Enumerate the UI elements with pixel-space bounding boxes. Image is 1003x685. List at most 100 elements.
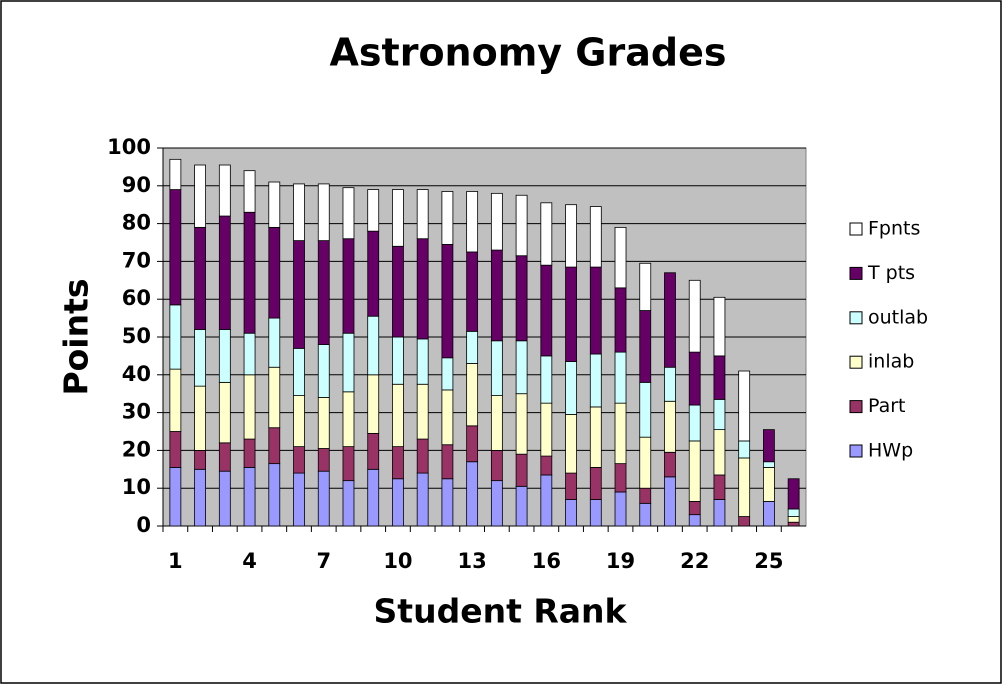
bar-segment <box>293 183 305 242</box>
bar-segment <box>466 251 479 332</box>
bar-segment <box>342 187 355 240</box>
bar-segment <box>614 351 627 404</box>
bar-segment <box>194 329 206 387</box>
x-tick-label: 10 <box>383 549 412 573</box>
bar-segment <box>416 472 429 527</box>
bar-segment <box>317 448 330 472</box>
bar-segment <box>664 451 676 478</box>
bar-segment <box>441 357 454 391</box>
bar-segment <box>639 310 652 383</box>
legend-label: inlab <box>868 351 914 373</box>
bar-segment <box>738 516 751 527</box>
bar-segment <box>268 463 281 527</box>
bar-segment <box>416 338 429 385</box>
bar-segment <box>392 446 404 480</box>
bar-segment <box>565 266 577 362</box>
y-tick-label: 0 <box>136 513 151 537</box>
bar-segment <box>169 304 182 370</box>
bar-segment <box>342 238 355 334</box>
bar-segment <box>565 414 577 474</box>
bar-segment <box>169 189 182 306</box>
bar-segment <box>540 202 553 266</box>
bar-segment <box>787 508 800 517</box>
bar-segment <box>317 344 330 398</box>
bar-segment <box>342 391 355 448</box>
x-axis-label: Student Rank <box>374 592 628 631</box>
bar-segment <box>367 432 380 470</box>
bar-segment <box>441 389 454 446</box>
bar-segment <box>169 431 182 468</box>
bar-segment <box>268 366 281 429</box>
x-tick-label: 13 <box>458 549 487 573</box>
bar-segment <box>367 315 380 376</box>
bar-segment <box>639 436 652 489</box>
bar-segment <box>293 446 305 474</box>
y-axis-label: Points <box>57 278 96 395</box>
bar-segment <box>614 287 627 353</box>
bar-segment <box>515 340 528 395</box>
y-tick-label: 20 <box>122 437 151 461</box>
bar-segment <box>589 406 602 468</box>
bar-segment <box>589 266 602 355</box>
bar-segment <box>243 170 256 213</box>
bar-segment <box>738 457 751 517</box>
y-tick-label: 50 <box>122 324 151 348</box>
bar-segment <box>565 472 577 500</box>
bar-segment <box>540 455 553 476</box>
x-tick-label: 16 <box>532 549 561 573</box>
y-tick-label: 60 <box>122 286 151 310</box>
bar-segment <box>416 438 429 474</box>
bar-segment <box>466 425 479 463</box>
bar-segment <box>639 502 652 527</box>
bar-segment <box>688 440 701 502</box>
x-tick-label: 22 <box>680 549 709 573</box>
bar-segment <box>589 206 602 268</box>
bar-segment <box>490 249 503 342</box>
bar-segment <box>243 211 256 334</box>
y-tick-label: 30 <box>122 400 151 424</box>
bar-segment <box>688 351 701 406</box>
bar-segment <box>639 262 652 311</box>
bar-segment <box>713 398 726 431</box>
bar-segment <box>490 395 503 451</box>
legend-swatch <box>849 266 863 280</box>
y-tick-label: 10 <box>122 475 151 499</box>
bar-segment <box>194 226 206 330</box>
bar-segment <box>515 255 528 342</box>
bar-segment <box>268 427 281 465</box>
bar-segment <box>565 361 577 415</box>
y-tick-label: 70 <box>122 248 151 272</box>
bar-segment <box>664 400 676 453</box>
bar-segment <box>367 374 380 434</box>
bar-segment <box>664 476 676 527</box>
bar-segment <box>763 461 775 468</box>
bar-segment <box>218 442 231 472</box>
bar-segment <box>317 397 330 449</box>
bar-segment <box>664 272 676 368</box>
bar-segment <box>293 395 305 448</box>
bar-segment <box>218 381 231 444</box>
bar-segment <box>589 467 602 500</box>
bar-segment <box>466 191 479 253</box>
bar-segment <box>466 330 479 364</box>
bar-segment <box>664 366 676 402</box>
bar-segment <box>392 189 404 247</box>
bar-segment <box>763 467 775 502</box>
bar-segment <box>416 238 429 340</box>
bar-segment <box>367 189 380 232</box>
legend-swatch <box>849 222 863 236</box>
bar-segment <box>367 468 380 527</box>
bar-segment <box>441 243 454 359</box>
x-tick-label: 4 <box>242 549 257 573</box>
x-tick-label: 19 <box>606 549 635 573</box>
bar-segment <box>392 245 404 338</box>
bar-segment <box>490 340 503 396</box>
bar-segment <box>639 381 652 438</box>
bar-segment <box>540 355 553 404</box>
bar-segment <box>688 404 701 442</box>
bar-segment <box>218 470 231 527</box>
bar-segment <box>515 453 528 487</box>
bar-segment <box>713 429 726 476</box>
bar-segment <box>416 383 429 440</box>
